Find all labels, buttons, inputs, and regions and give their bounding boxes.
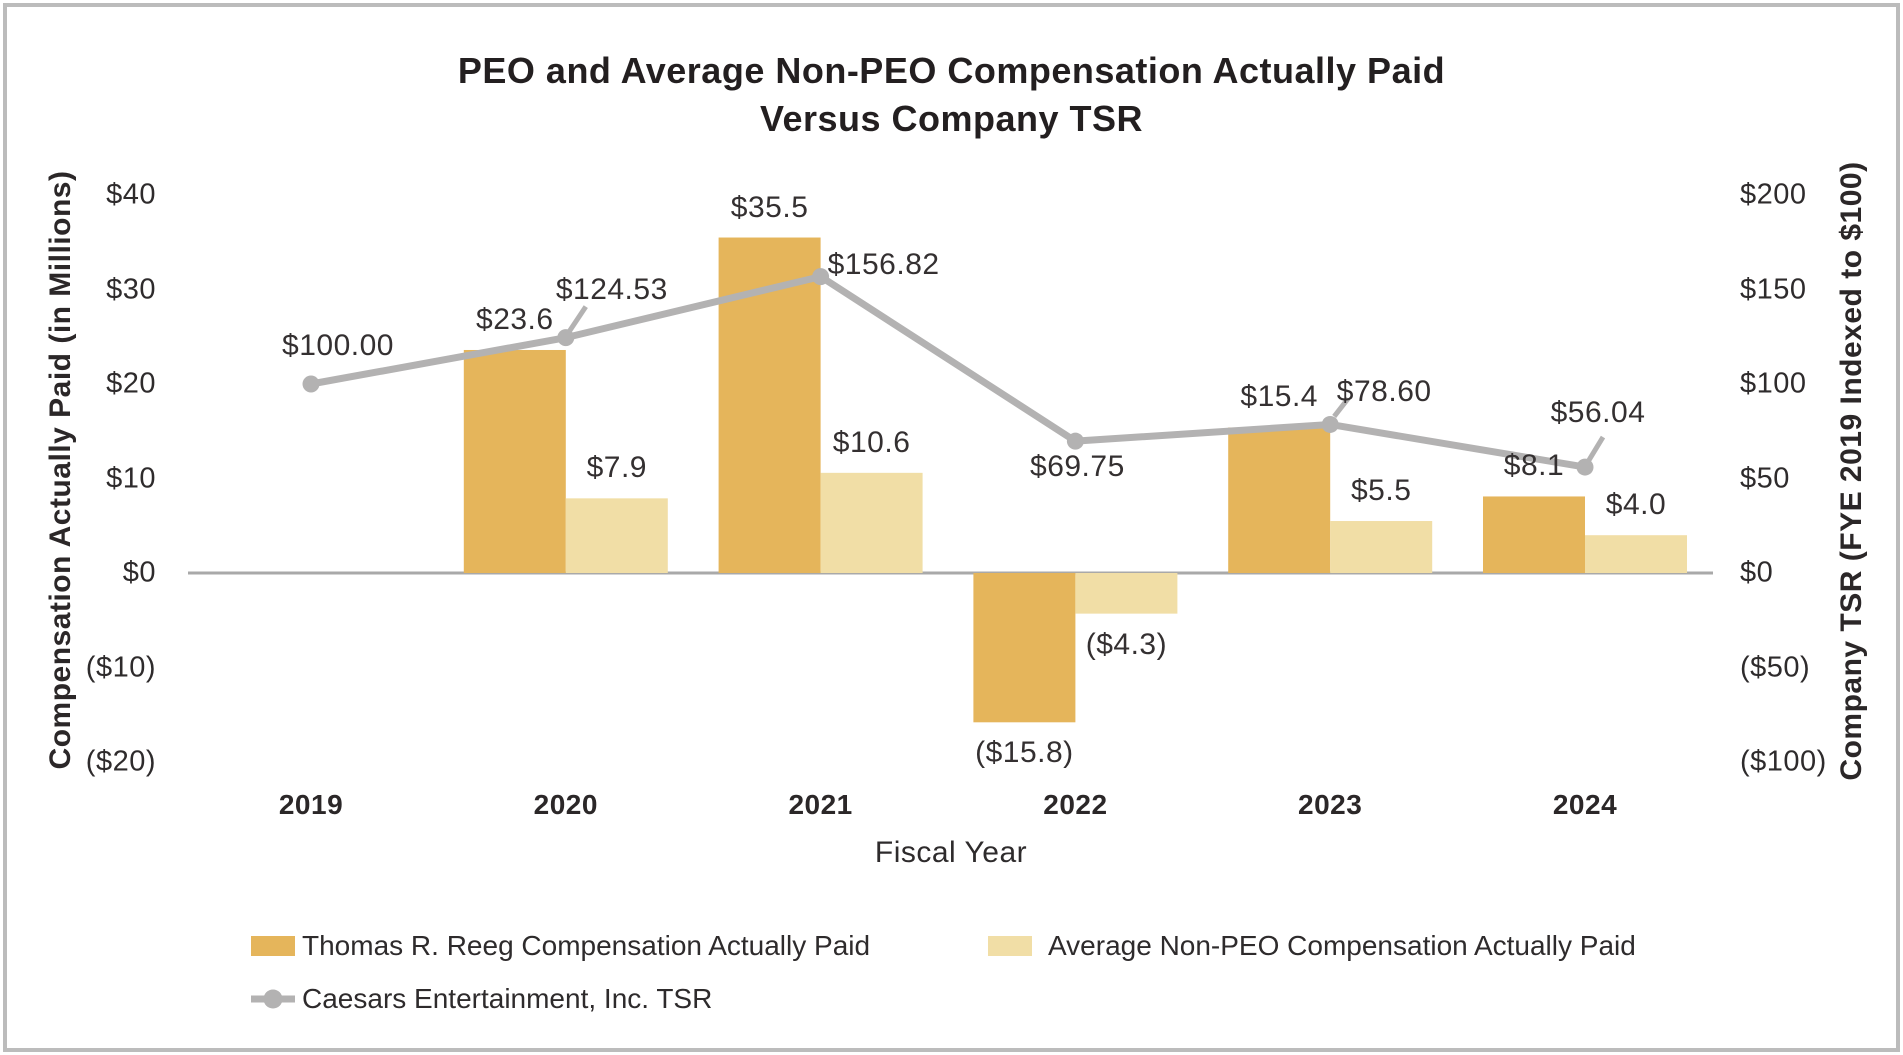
- bar-label-peo-2023: $15.4: [1240, 380, 1318, 414]
- right-tick-200: $200: [1740, 178, 1807, 211]
- legend-label-peo: Thomas R. Reeg Compensation Actually Pai…: [302, 930, 871, 961]
- bar-peo-2022: [973, 573, 1076, 723]
- label-leader-2023: [1332, 396, 1351, 418]
- bar-peo-2020: [463, 349, 566, 573]
- tsr-label-2019: $100.00: [282, 329, 394, 362]
- tsr-label-2022: $69.75: [1030, 450, 1125, 484]
- bar-peo-2023: [1228, 427, 1331, 573]
- legend-label-nonpeo: Average Non-PEO Compensation Actually Pa…: [1048, 930, 1636, 961]
- bar-nonpeo-2021: [820, 472, 923, 573]
- left-tick-20: $20: [106, 367, 156, 400]
- right-tick-50: $50: [1740, 462, 1790, 494]
- right-tick-0: $0: [1740, 556, 1774, 589]
- left-tick-10: $10: [106, 462, 156, 494]
- bar-label-nonpeo-2023: $5.5: [1350, 474, 1412, 508]
- x-tick-2020: 2020: [533, 789, 598, 820]
- left-tick-0: $0: [122, 556, 156, 589]
- tsr-marker-2021: [812, 268, 830, 286]
- bar-label-nonpeo-2024: $4.0: [1605, 488, 1667, 522]
- x-tick-2019: 2019: [278, 789, 344, 820]
- label-leader-2020: [567, 305, 588, 333]
- right-tick--50: ($50): [1740, 651, 1811, 683]
- legend-label-tsr: Caesars Entertainment, Inc. TSR: [302, 983, 713, 1014]
- x-tick-2024: 2024: [1552, 789, 1618, 820]
- bar-nonpeo-2022: [1075, 573, 1178, 614]
- x-axis-title: Fiscal Year: [874, 836, 1028, 869]
- bar-label-nonpeo-2022: ($4.3): [1085, 627, 1168, 661]
- chart-title-line1: PEO and Average Non-PEO Compensation Act…: [457, 50, 1446, 91]
- tsr-label-2020: $124.53: [555, 272, 668, 306]
- legend-swatch-dot-tsr: [263, 989, 283, 1009]
- right-tick-100: $100: [1740, 367, 1807, 400]
- bar-nonpeo-2024: [1585, 535, 1687, 573]
- left-tick-40: $40: [106, 178, 156, 211]
- bar-label-nonpeo-2021: $10.6: [832, 425, 911, 459]
- bar-label-nonpeo-2020: $7.9: [586, 451, 647, 485]
- tsr-marker-2020: [557, 329, 575, 347]
- left-tick--20: ($20): [85, 745, 156, 778]
- tsr-marker-2019: [302, 375, 320, 393]
- bar-peo-2024: [1483, 496, 1585, 573]
- bar-label-peo-2022: ($15.8): [975, 736, 1074, 770]
- right-tick--100: ($100): [1740, 745, 1827, 778]
- legend-swatch-nonpeo: [988, 936, 1032, 956]
- x-tick-2023: 2023: [1298, 789, 1363, 820]
- left-tick--10: ($10): [85, 651, 156, 683]
- right-tick-150: $150: [1740, 273, 1807, 305]
- tsr-marker-2023: [1321, 415, 1339, 433]
- chart-title-line2: Versus Company TSR: [759, 98, 1144, 139]
- left-tick-30: $30: [106, 273, 156, 305]
- tsr-label-2023: $78.60: [1336, 375, 1432, 409]
- x-tick-2021: 2021: [788, 789, 853, 820]
- tsr-label-2024: $56.04: [1550, 396, 1646, 430]
- bar-nonpeo-2023: [1330, 521, 1433, 573]
- bar-label-peo-2024: $8.1: [1503, 449, 1565, 483]
- bar-label-peo-2020: $23.6: [476, 302, 554, 336]
- tsr-line: [310, 273, 1586, 471]
- bar-label-peo-2021: $35.5: [730, 190, 809, 224]
- tsr-marker-2022: [1066, 432, 1084, 450]
- tsr-marker-2024: [1576, 458, 1594, 476]
- label-leader-2024: [1586, 435, 1606, 462]
- tsr-label-2021: $156.82: [827, 247, 940, 281]
- chart-title: PEO and Average Non-PEO Compensation Act…: [0, 47, 1903, 143]
- bar-nonpeo-2020: [565, 498, 668, 573]
- legend-swatch-peo: [251, 936, 295, 956]
- x-tick-2022: 2022: [1043, 789, 1108, 820]
